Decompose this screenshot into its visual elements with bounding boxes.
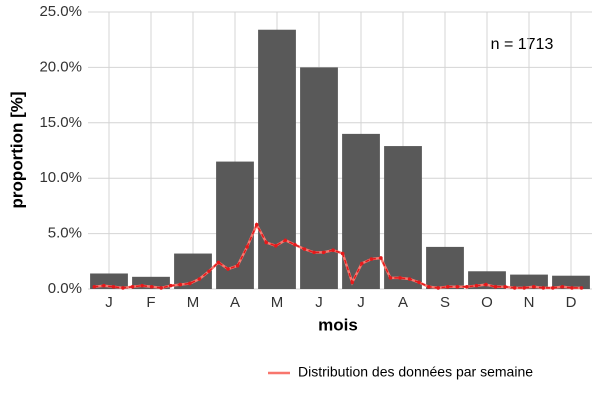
weekly-point — [274, 243, 278, 248]
weekly-point — [188, 281, 192, 286]
weekly-point — [551, 286, 555, 290]
weekly-point — [245, 245, 249, 249]
x-tick-label: M — [271, 294, 284, 311]
weekly-point — [121, 286, 125, 290]
legend-label: Distribution des données par semaine — [298, 364, 533, 380]
y-axis-title: proportion [%] — [7, 91, 26, 208]
weekly-point — [340, 251, 345, 256]
y-tick-label: 25.0% — [39, 3, 82, 20]
weekly-point — [426, 284, 431, 289]
weekly-point — [197, 277, 202, 281]
y-tick-label: 5.0% — [48, 225, 82, 242]
weekly-point — [398, 276, 402, 280]
weekly-point — [369, 257, 374, 261]
x-tick-label: D — [566, 294, 577, 311]
bar — [258, 29, 296, 290]
y-tick-label: 0.0% — [48, 280, 82, 297]
annotation: n = 1713 — [491, 36, 554, 53]
weekly-point — [512, 286, 517, 290]
weekly-point — [302, 247, 307, 251]
weekly-point — [312, 250, 316, 255]
weekly-point — [407, 277, 412, 281]
weekly-point — [455, 284, 460, 289]
weekly-point — [321, 250, 326, 255]
weekly-line-dashed — [94, 222, 582, 289]
weekly-point — [570, 286, 574, 290]
weekly-point — [503, 284, 507, 289]
x-tick-label: J — [105, 294, 113, 311]
weekly-point — [168, 283, 173, 288]
weekly-point — [579, 286, 584, 290]
weekly-point — [92, 284, 97, 289]
weekly-point — [541, 286, 546, 290]
weekly-point — [226, 267, 230, 271]
weekly-point — [445, 284, 450, 289]
weekly-point — [474, 283, 479, 288]
weekly-point — [235, 263, 240, 268]
x-axis-title: mois — [318, 315, 358, 334]
weekly-point — [560, 284, 565, 289]
y-tick-label: 10.0% — [39, 169, 82, 186]
weekly-point — [388, 276, 393, 280]
weekly-point — [111, 284, 116, 289]
weekly-point — [130, 284, 135, 289]
weekly-point — [283, 238, 288, 243]
weekly-point — [178, 282, 183, 287]
x-tick-label: M — [187, 294, 200, 311]
weekly-point — [140, 283, 144, 288]
x-tick-label: O — [481, 294, 493, 311]
bar — [300, 67, 338, 290]
x-tick-label: A — [230, 294, 240, 311]
weekly-point — [484, 282, 488, 287]
bar — [510, 274, 548, 289]
weekly-point — [531, 284, 536, 289]
weekly-point — [359, 261, 364, 266]
bar — [384, 146, 422, 289]
weekly-point — [379, 256, 383, 260]
x-tick-label: J — [315, 294, 323, 311]
x-tick-label: N — [524, 294, 535, 311]
x-tick-label: F — [146, 294, 155, 311]
weekly-point — [149, 284, 154, 289]
weekly-point — [102, 283, 106, 288]
bar — [216, 161, 254, 289]
x-tick-label: A — [398, 294, 408, 311]
x-tick-label: J — [357, 294, 365, 311]
x-tick-label: S — [440, 294, 450, 311]
bar — [426, 246, 464, 289]
weekly-point — [216, 260, 221, 265]
weekly-point — [350, 280, 355, 285]
weekly-point — [417, 280, 421, 285]
weekly-point — [254, 222, 259, 227]
y-tick-label: 15.0% — [39, 114, 82, 131]
weekly-point — [331, 248, 335, 253]
weekly-point — [465, 284, 469, 289]
weekly-point — [522, 286, 526, 290]
weekly-point — [207, 269, 211, 274]
y-tick-label: 20.0% — [39, 58, 82, 75]
weekly-point — [293, 242, 297, 247]
weekly-point — [493, 284, 498, 289]
weekly-point — [436, 286, 441, 290]
weekly-point — [264, 240, 269, 245]
weekly-point — [159, 286, 163, 290]
